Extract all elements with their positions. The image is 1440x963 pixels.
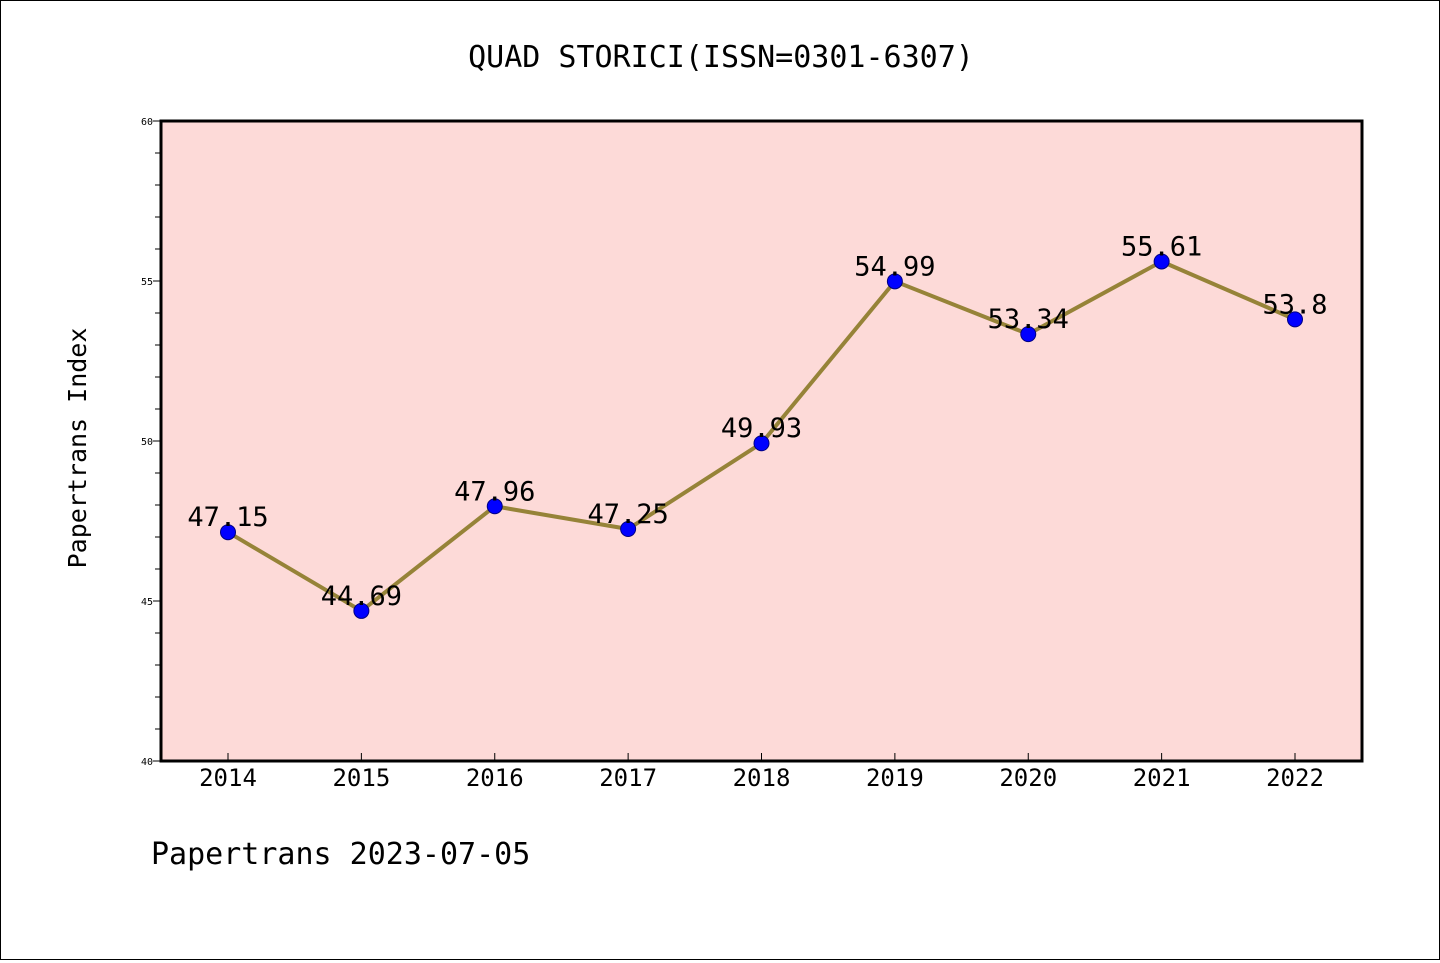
y-tick-label: 55 [141,277,153,288]
y-tick-label: 40 [141,757,153,768]
x-tick-label: 2017 [599,764,657,792]
data-point [753,435,770,452]
data-label: 53.34 [988,304,1069,335]
y-tick-label: 50 [141,437,153,448]
x-tick-label: 2020 [999,764,1057,792]
data-label: 54.99 [854,251,935,282]
x-tick-label: 2016 [466,764,524,792]
chart-title: QUAD STORICI(ISSN=0301-6307) [468,40,974,75]
data-point [1287,311,1303,328]
data-point [486,498,503,515]
data-label: 49.93 [721,413,802,444]
x-tick-label: 2022 [1266,764,1324,792]
y-tick-label: 60 [141,117,153,128]
data-point [353,602,370,619]
data-label: 47.15 [187,502,268,533]
data-label: 55.61 [1121,231,1202,262]
x-tick-label: 2021 [1133,764,1191,792]
y-axis-ticks: 40 45 50 55 60 [141,117,161,768]
data-point [1153,253,1170,270]
data-point [1020,326,1037,343]
data-label: 44.69 [321,581,402,612]
x-tick-label: 2019 [866,764,924,792]
data-markers [220,253,1303,619]
data-label: 47.25 [587,499,668,530]
x-axis-ticks: 2014 2015 2016 2017 2018 2019 2020 2021 2022 [199,753,1324,792]
data-label: 47.96 [454,476,535,507]
footer-text: Papertrans 2023-07-05 [151,837,530,872]
data-label: 53.8 [1262,289,1327,320]
data-point [886,273,903,290]
data-point [220,524,236,541]
x-tick-label: 2015 [332,764,390,792]
x-tick-label: 2018 [733,764,791,792]
y-tick-label: 45 [141,597,153,608]
data-labels: 47.15 44.69 47.96 47.25 49.93 54.99 53.34 55.61… [187,231,1327,611]
y-axis-label: Papertrans Index [63,328,92,569]
x-tick-label: 2014 [199,764,257,792]
data-point [620,521,637,537]
